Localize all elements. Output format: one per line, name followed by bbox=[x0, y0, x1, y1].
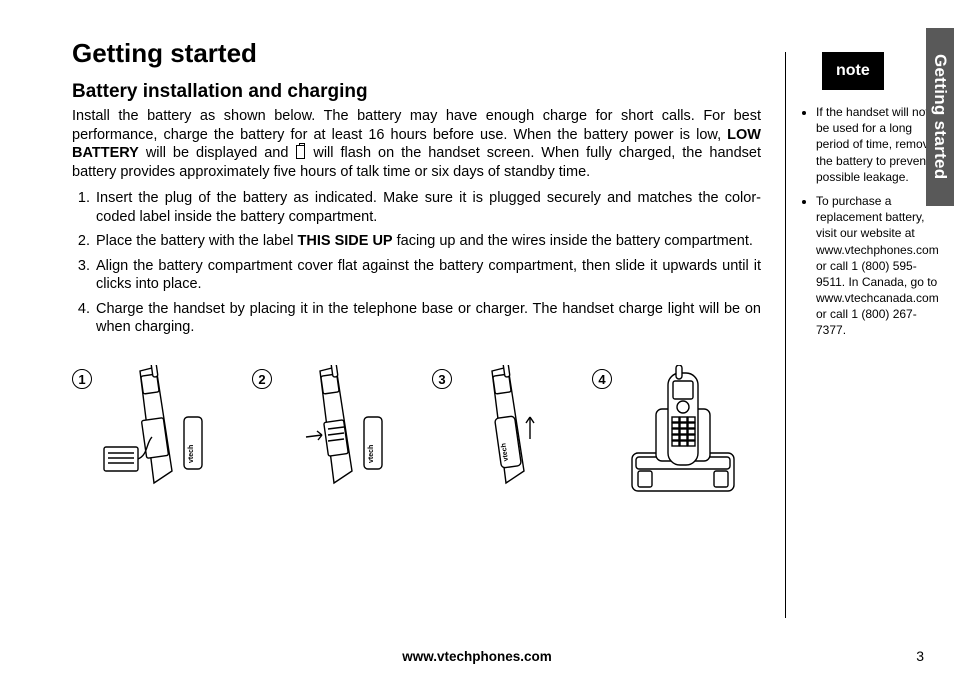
svg-text:vtech: vtech bbox=[368, 445, 375, 463]
handset-open-illustration: vtech bbox=[98, 365, 218, 495]
step-item: Align the battery compartment cover flat… bbox=[94, 257, 761, 294]
step-badge: 3 bbox=[432, 369, 452, 389]
diagram-2: 2 bbox=[252, 365, 398, 495]
main-column: Getting started Battery installation and… bbox=[72, 38, 785, 658]
intro-paragraph: Install the battery as shown below. The … bbox=[72, 107, 761, 181]
page-number: 3 bbox=[916, 648, 924, 664]
diagram-row: 1 bbox=[72, 365, 761, 505]
step-badge: 1 bbox=[72, 369, 92, 389]
step-badge: 4 bbox=[592, 369, 612, 389]
section-tab: Getting started bbox=[926, 28, 954, 206]
diagram-1: 1 bbox=[72, 365, 218, 495]
step-item: Charge the handset by placing it in the … bbox=[94, 300, 761, 337]
page-title: Getting started bbox=[72, 38, 761, 69]
svg-text:vtech: vtech bbox=[188, 445, 195, 463]
notes-list: If the handset will not be used for a lo… bbox=[800, 104, 944, 339]
handset-cover-illustration: vtech bbox=[458, 365, 558, 495]
note-item: To purchase a replacement battery, visit… bbox=[816, 193, 944, 339]
step-item: Insert the plug of the battery as indica… bbox=[94, 189, 761, 226]
page: Getting started Battery installation and… bbox=[0, 0, 954, 682]
diagram-4: 4 bbox=[592, 365, 748, 505]
step-badge: 2 bbox=[252, 369, 272, 389]
intro-text-c: will be displayed and bbox=[139, 145, 296, 161]
steps-list: Insert the plug of the battery as indica… bbox=[72, 189, 761, 343]
footer-url: www.vtechphones.com bbox=[0, 649, 954, 664]
note-label: note bbox=[822, 52, 884, 90]
step-item: Place the battery with the label THIS SI… bbox=[94, 232, 761, 251]
intro-text-a: Install the battery as shown below. The … bbox=[72, 108, 761, 143]
diagram-3: 3 vtech bbox=[432, 365, 558, 495]
section-heading: Battery installation and charging bbox=[72, 81, 761, 103]
battery-icon bbox=[296, 145, 305, 159]
note-item: If the handset will not be used for a lo… bbox=[816, 104, 944, 185]
handset-on-base-illustration bbox=[618, 365, 748, 505]
handset-battery-illustration: vtech bbox=[278, 365, 398, 495]
